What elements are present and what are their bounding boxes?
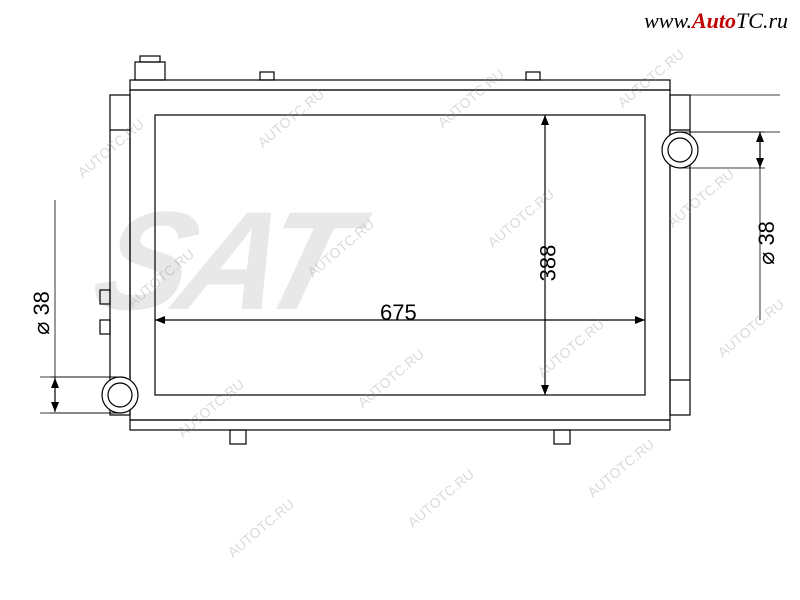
url-suffix: .ru: [763, 8, 788, 33]
dim-dia-right-label: ⌀ 38: [754, 221, 780, 265]
dim-width-label: 675: [380, 300, 417, 326]
url-prefix: www.: [644, 8, 692, 33]
url-tc: TC: [736, 8, 763, 33]
url-watermark: www.AutoTC.ru: [644, 8, 788, 34]
dim-dia-left-label: ⌀ 38: [29, 291, 55, 335]
dim-height-label: 388: [535, 245, 561, 282]
url-auto: Auto: [692, 8, 736, 33]
